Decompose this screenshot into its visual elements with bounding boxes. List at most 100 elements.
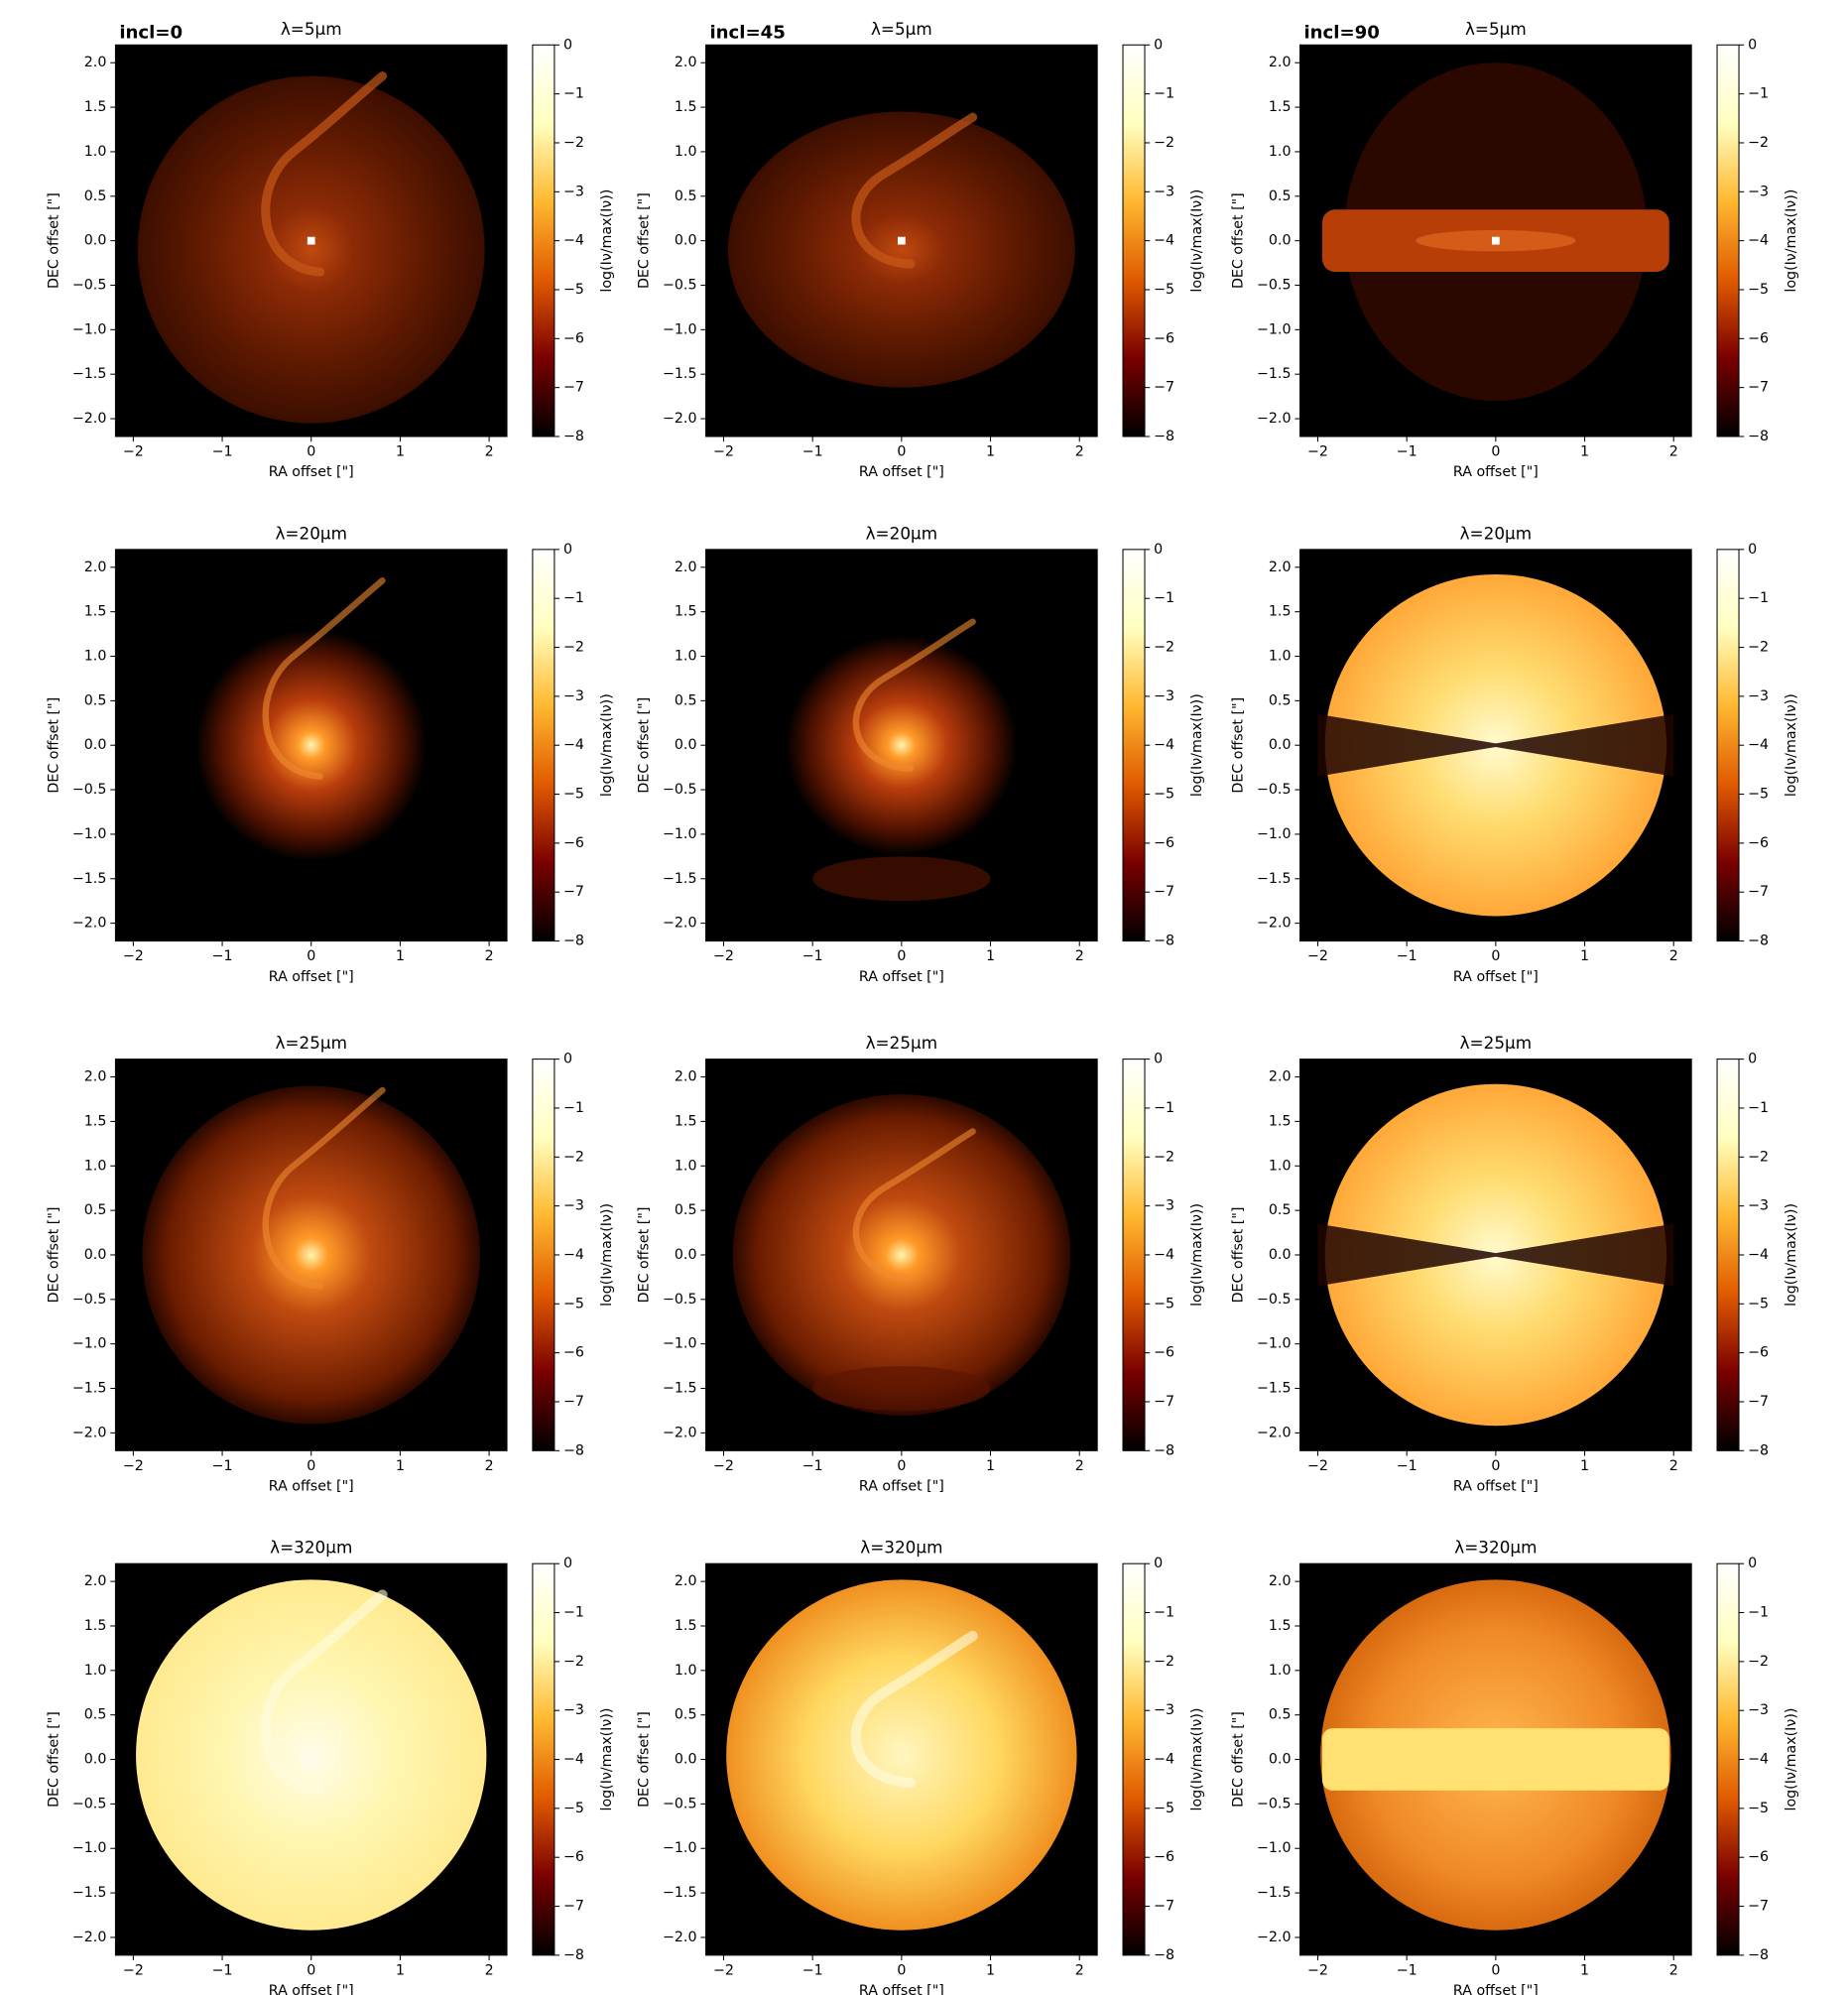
y-tick-label: −1.0 <box>72 321 107 337</box>
y-tick-label: 0.5 <box>675 1707 697 1723</box>
x-tick-label: 2 <box>485 1962 494 1978</box>
y-tick-label: −1.0 <box>1257 1336 1292 1352</box>
y-tick-label: 0.5 <box>675 1202 697 1218</box>
colorbar <box>1716 1562 1740 1956</box>
y-tick-label: −1.0 <box>72 1336 107 1352</box>
x-tick-label: 1 <box>1580 948 1589 964</box>
panel-title: λ=25μm <box>1460 1033 1533 1053</box>
x-tick-label: 1 <box>1580 1962 1589 1978</box>
colorbar-label: log(Iν/max(Iν)) <box>1189 1203 1205 1307</box>
y-tick-label: −0.5 <box>663 1796 697 1811</box>
colorbar-tick-label: −7 <box>1154 380 1174 396</box>
y-tick-label: 2.0 <box>84 560 107 575</box>
y-tick-label: 1.5 <box>675 99 697 115</box>
y-tick-label: −1.5 <box>72 1381 107 1397</box>
colorbar-tick-label: −3 <box>563 1702 584 1718</box>
image <box>1299 1563 1692 1955</box>
spiral-arm <box>852 1128 976 1282</box>
image <box>705 1059 1098 1451</box>
emission <box>786 635 1018 855</box>
colorbar-tick-label: −5 <box>563 1296 584 1311</box>
y-axis-label: DEC offset ["] <box>1230 1207 1246 1304</box>
colorbar-tick-label: −8 <box>563 429 584 444</box>
y-tick-label: 0.5 <box>675 692 697 708</box>
y-tick-label: −1.0 <box>663 826 697 842</box>
panel-title: λ=320μm <box>860 1538 942 1558</box>
y-tick-label: 2.0 <box>675 1069 697 1085</box>
y-tick-label: −1.5 <box>663 1381 697 1397</box>
y-axis-label: DEC offset ["] <box>636 1711 652 1808</box>
colorbar-tick-label: −7 <box>563 884 584 900</box>
colorbar-tick-label: −1 <box>1154 590 1174 606</box>
spiral-arm <box>851 112 978 269</box>
x-tick-label: −1 <box>802 444 823 460</box>
colorbar-label: log(Iν/max(Iν)) <box>1189 1708 1205 1811</box>
x-axis-label: RA offset ["] <box>859 1983 944 1995</box>
x-tick-label: −1 <box>1397 1458 1417 1474</box>
colorbar-tick-label: −6 <box>1154 1345 1174 1361</box>
colorbar-tick-label: −8 <box>1748 429 1769 444</box>
y-tick-label: 1.5 <box>675 604 697 620</box>
colorbar-tick-label: −8 <box>1748 1442 1769 1458</box>
colorbar-label: log(Iν/max(Iν)) <box>1189 189 1205 293</box>
y-tick-label: 1.0 <box>675 1663 697 1679</box>
y-tick-label: 1.0 <box>675 649 697 665</box>
colorbar-tick-label: −4 <box>563 1752 584 1768</box>
x-tick-label: −2 <box>123 948 144 964</box>
colorbar-tick-label: −3 <box>1748 1702 1769 1718</box>
y-tick-label: −0.5 <box>663 277 697 293</box>
colorbar-tick-label: −3 <box>1154 1702 1174 1718</box>
panel-title: λ=5μm <box>871 19 932 39</box>
y-tick-label: 1.0 <box>1269 649 1292 665</box>
colorbar-label: log(Iν/max(Iν)) <box>1784 1203 1799 1307</box>
colorbar-tick-label: −8 <box>1154 1442 1174 1458</box>
y-tick-label: 0.0 <box>1269 1752 1292 1768</box>
x-tick-label: −1 <box>212 1458 233 1474</box>
y-tick-label: 1.0 <box>675 144 697 160</box>
x-tick-label: 0 <box>897 1458 906 1474</box>
colorbar-tick-label: −1 <box>1154 1100 1174 1116</box>
x-axis-label: RA offset ["] <box>1453 1983 1539 1995</box>
x-tick-label: 1 <box>986 948 995 964</box>
colorbar-tick-label: −6 <box>1154 835 1174 851</box>
colorbar-tick-label: 0 <box>563 1052 572 1067</box>
y-tick-label: −2.0 <box>663 916 697 932</box>
colorbar-tick-label: 0 <box>1154 1556 1163 1571</box>
colorbar-tick-label: −8 <box>1748 934 1769 949</box>
y-tick-label: 1.0 <box>84 144 107 160</box>
colorbar-tick-label: −1 <box>563 86 584 102</box>
y-tick-label: 0.0 <box>675 233 697 249</box>
y-tick-label: −0.5 <box>72 277 107 293</box>
image <box>115 1059 508 1451</box>
colorbar-tick-label: −7 <box>1154 1899 1174 1915</box>
x-tick-label: 1 <box>986 1962 995 1978</box>
x-tick-label: 2 <box>1075 1962 1084 1978</box>
colorbar-tick-label: −7 <box>563 1394 584 1410</box>
colorbar-label: log(Iν/max(Iν)) <box>599 1708 615 1811</box>
spiral-arm <box>852 618 976 772</box>
band <box>1321 1728 1669 1791</box>
x-axis-label: RA offset ["] <box>859 464 944 480</box>
y-tick-label: −0.5 <box>663 782 697 798</box>
x-axis-label: RA offset ["] <box>1453 1479 1539 1495</box>
y-tick-label: 1.0 <box>1269 144 1292 160</box>
y-tick-label: 1.5 <box>84 1113 107 1129</box>
y-tick-label: −2.0 <box>1257 1930 1292 1945</box>
colorbar-tick-label: −2 <box>1748 1654 1769 1670</box>
y-tick-label: 1.5 <box>1269 1618 1292 1634</box>
x-axis-label: RA offset ["] <box>269 464 354 480</box>
y-tick-label: −2.0 <box>72 1425 107 1440</box>
colorbar-tick-label: −4 <box>563 233 584 249</box>
colorbar-tick-label: −3 <box>1748 688 1769 704</box>
emission <box>142 1085 481 1425</box>
y-tick-label: −2.0 <box>663 1425 697 1440</box>
spiral-arm <box>850 1630 978 1789</box>
spiral-arm <box>261 71 388 277</box>
colorbar-tick-label: −6 <box>563 1345 584 1361</box>
colorbar-tick-label: −5 <box>563 787 584 803</box>
y-tick-label: 1.5 <box>1269 1113 1292 1129</box>
colorbar-tick-label: −1 <box>1154 86 1174 102</box>
x-tick-label: 1 <box>1580 444 1589 460</box>
y-tick-label: −2.0 <box>72 916 107 932</box>
x-tick-label: −2 <box>713 948 734 964</box>
